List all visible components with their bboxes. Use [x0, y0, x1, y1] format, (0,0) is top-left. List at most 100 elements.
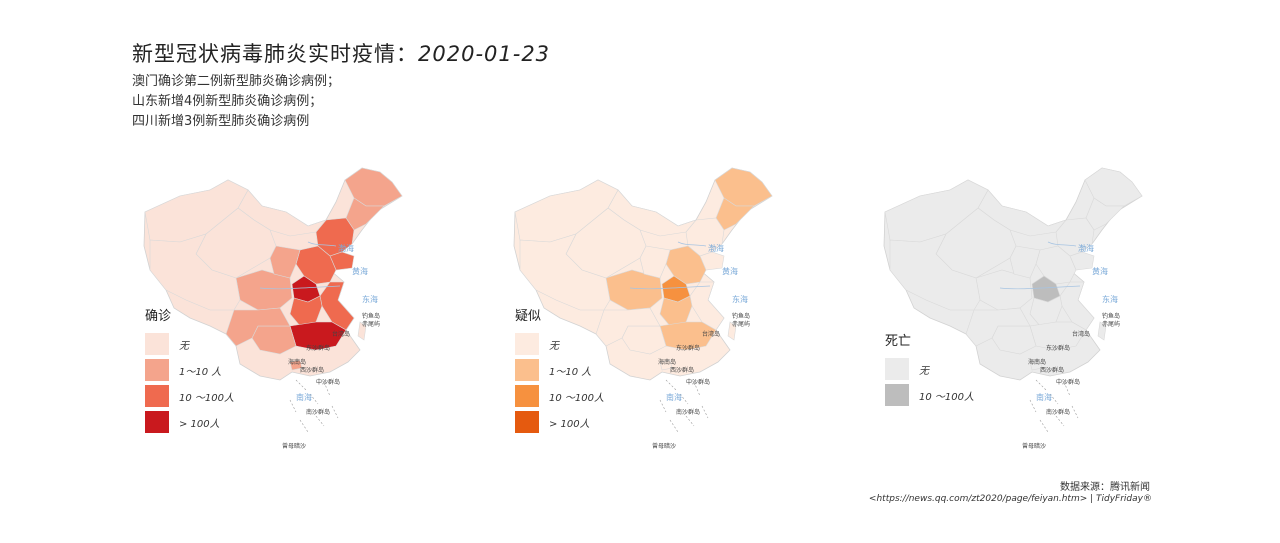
legend-swatch — [515, 333, 539, 355]
legend-item: 10 ～100人 — [885, 383, 974, 407]
label-nansha: 南沙群岛 — [1046, 408, 1070, 416]
sea-label-huanghai: 黄海 — [1092, 266, 1108, 276]
label-diaoyu: 钓鱼岛 — [1102, 312, 1120, 320]
province-region — [519, 233, 611, 311]
legend-title: 疑似 — [515, 309, 542, 324]
subtitle-line: 山东新增4例新型肺炎确诊病例； — [132, 94, 323, 109]
legend-item: > 100人 — [515, 410, 604, 434]
province-region — [595, 307, 661, 347]
province-region — [357, 321, 367, 341]
label-dongsha: 东沙群岛 — [306, 344, 330, 352]
legend-item: 10 ～100人 — [515, 384, 604, 408]
sea-label-nanhai: 南海 — [1036, 392, 1052, 402]
legend-swatch — [145, 411, 169, 433]
legend-label: 10 ～100人 — [549, 392, 604, 404]
legend-item: > 100人 — [145, 410, 234, 434]
title-text: 新型冠状病毒肺炎实时疫情： — [132, 42, 418, 66]
legend-label: > 100人 — [179, 418, 220, 430]
legend-item: 无 — [885, 357, 974, 381]
legend-swatch — [145, 385, 169, 407]
label-zengmu: 曾母暗沙 — [1022, 442, 1046, 450]
legend-item: 无 — [515, 332, 604, 356]
label-xisha: 西沙群岛 — [670, 366, 694, 374]
legend-title: 死亡 — [885, 334, 912, 349]
sea-label-bohai: 渤海 — [708, 243, 724, 253]
label-hainan: 海南岛 — [658, 358, 676, 366]
label-zhongsha: 中沙群岛 — [686, 378, 710, 386]
sea-label-nanhai: 南海 — [666, 392, 682, 402]
province-region — [1029, 295, 1063, 327]
label-zhongsha: 中沙群岛 — [316, 378, 340, 386]
legend-swatch — [885, 384, 909, 406]
river-line — [1047, 241, 1077, 247]
sea-label-donghai: 东海 — [1102, 294, 1118, 304]
legend-label: > 100人 — [549, 418, 590, 430]
legend-label: 1～10 人 — [549, 366, 592, 378]
label-chiwei: 赤尾屿 — [1102, 320, 1120, 328]
legend-label: 无 — [919, 365, 929, 377]
label-dongsha: 东沙群岛 — [676, 344, 700, 352]
legend-title: 确诊 — [145, 309, 172, 324]
province-region — [965, 307, 1031, 347]
sea-label-huanghai: 黄海 — [352, 266, 368, 276]
river-line — [629, 285, 711, 290]
province-region — [727, 321, 737, 341]
nine-dash-line — [1029, 379, 1079, 433]
legend-label: 无 — [549, 340, 559, 352]
sea-label-donghai: 东海 — [362, 294, 378, 304]
province-region — [289, 321, 347, 351]
label-taiwan: 台湾岛 — [332, 330, 350, 338]
province-region — [659, 321, 717, 351]
legend-swatch — [145, 359, 169, 381]
label-nansha: 南沙群岛 — [676, 408, 700, 416]
legend-item: 1～10 人 — [145, 358, 234, 382]
province-region — [889, 233, 981, 311]
sea-label-donghai: 东海 — [732, 294, 748, 304]
river-line — [677, 241, 707, 247]
legend-label: 1～10 人 — [179, 366, 222, 378]
label-taiwan: 台湾岛 — [1072, 330, 1090, 338]
province-region — [1029, 321, 1087, 351]
label-hainan: 海南岛 — [1028, 358, 1046, 366]
legend-item: 无 — [145, 332, 234, 356]
map-panel-deaths: 渤海 黄海 东海 南海 钓鱼岛 赤尾屿 台湾岛 东沙群岛 海南岛 西沙群岛 中沙群岛 南沙群岛 曾母暗沙… — [880, 150, 1220, 460]
sea-label-huanghai: 黄海 — [722, 266, 738, 276]
label-zengmu: 曾母暗沙 — [652, 442, 676, 450]
title-date: 2020-01-23 — [418, 42, 551, 66]
province-region — [975, 269, 1033, 311]
province-region — [605, 269, 663, 311]
subtitle-block: 澳门确诊第二例新型肺炎确诊病例； 山东新增4例新型肺炎确诊病例； 四川新增3例新… — [132, 72, 340, 132]
province-region — [225, 307, 291, 347]
page-title: 新型冠状病毒肺炎实时疫情：2020-01-23 — [132, 38, 550, 68]
label-nansha: 南沙群岛 — [306, 408, 330, 416]
province-region — [1029, 359, 1043, 371]
label-chiwei: 赤尾屿 — [362, 320, 380, 328]
sea-label-bohai: 渤海 — [338, 243, 354, 253]
source-url: <https://news.qq.com/zt2020/page/feiyan.… — [868, 494, 1152, 504]
province-region — [149, 233, 241, 311]
legend-swatch — [515, 359, 539, 381]
label-chiwei: 赤尾屿 — [732, 320, 750, 328]
label-diaoyu: 钓鱼岛 — [362, 312, 380, 320]
nine-dash-line — [289, 379, 339, 433]
province-region — [289, 359, 303, 371]
label-zhongsha: 中沙群岛 — [1056, 378, 1080, 386]
legend-swatch — [515, 385, 539, 407]
label-zengmu: 曾母暗沙 — [282, 442, 306, 450]
map-panel-suspected: 渤海 黄海 东海 南海 钓鱼岛 赤尾屿 台湾岛 东沙群岛 海南岛 西沙群岛 中沙群岛 南沙群岛 曾母暗沙… — [510, 150, 850, 460]
legend-swatch — [885, 358, 909, 380]
province-region — [1097, 321, 1107, 341]
province-region — [659, 359, 673, 371]
province-region — [659, 295, 693, 327]
label-hainan: 海南岛 — [288, 358, 306, 366]
sea-label-nanhai: 南海 — [296, 392, 312, 402]
data-source: 数据来源：腾讯新闻 — [1060, 482, 1150, 493]
legend-swatch — [515, 411, 539, 433]
label-xisha: 西沙群岛 — [300, 366, 324, 374]
legend-label: 无 — [179, 340, 189, 352]
river-line — [307, 241, 337, 247]
legend-label: 10 ～100人 — [919, 391, 974, 403]
